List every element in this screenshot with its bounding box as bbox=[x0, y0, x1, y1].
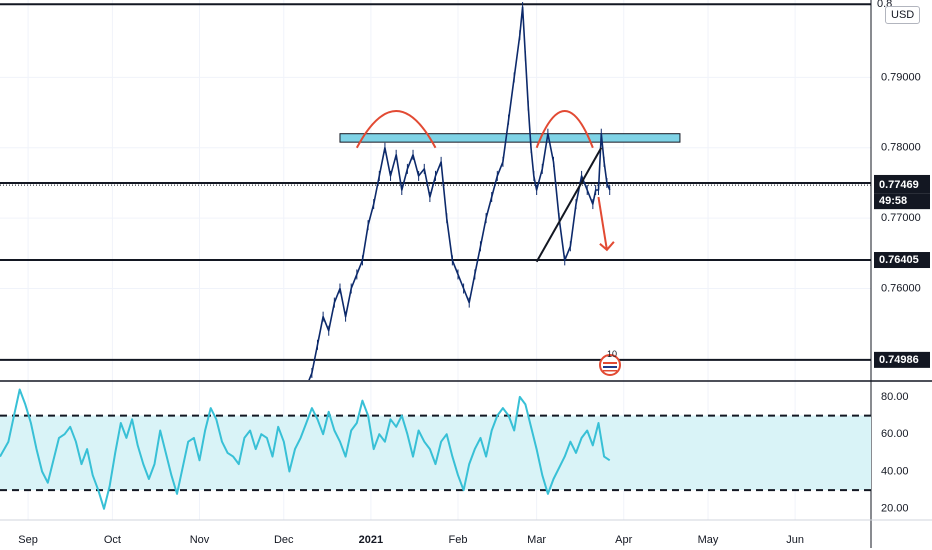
level-price-box-2 bbox=[874, 177, 930, 194]
indicator-series-line bbox=[0, 388, 611, 510]
time-tick-label: Apr bbox=[615, 534, 632, 546]
time-tick-label: Feb bbox=[448, 534, 467, 546]
pattern-arc-1 bbox=[535, 110, 594, 149]
price-tick-label: 0.76000 bbox=[881, 282, 921, 294]
level-price-box-4 bbox=[874, 351, 930, 368]
indicator-band-fill bbox=[0, 415, 871, 491]
currency-selector[interactable]: USD bbox=[885, 6, 921, 24]
time-tick-label: Oct bbox=[104, 534, 121, 546]
time-tick-label: Mar bbox=[527, 534, 546, 546]
time-tick-label: Jun bbox=[786, 534, 804, 546]
indicator-tick-label: 20.00 bbox=[881, 503, 909, 515]
time-tick-label: May bbox=[698, 534, 719, 546]
price-tick-label-partial: 0.8 bbox=[877, 0, 892, 10]
indicator-tick-label: 80.00 bbox=[881, 391, 909, 403]
level-price-label-3: 0.76405 bbox=[879, 254, 919, 266]
indicator-pane bbox=[0, 388, 871, 510]
event-count: 10 bbox=[607, 349, 618, 359]
level-price-box-3 bbox=[874, 252, 930, 269]
indicator-tick-label: 40.00 bbox=[881, 465, 909, 477]
price-tick-label: 0.78000 bbox=[881, 142, 921, 154]
pattern-arc-0 bbox=[355, 110, 437, 149]
forecast-arrow-head bbox=[599, 241, 615, 252]
price-tick-label: 0.79000 bbox=[881, 71, 921, 83]
level-price-label-2: 0.77469 bbox=[879, 179, 919, 191]
forecast-arrow-shaft bbox=[597, 196, 608, 250]
time-tick-label: Nov bbox=[190, 534, 210, 546]
time-tick-label: 2021 bbox=[359, 534, 383, 546]
level-price-label-4: 0.74986 bbox=[879, 354, 919, 366]
countdown-box bbox=[874, 193, 930, 210]
countdown-label: 49:58 bbox=[879, 195, 907, 207]
price-tick-label: 0.77000 bbox=[881, 212, 921, 224]
price-pane bbox=[0, 2, 871, 380]
trendline bbox=[535, 147, 603, 263]
economic-event-icon[interactable] bbox=[593, 350, 627, 376]
resistance-zone bbox=[339, 133, 681, 143]
time-tick-label: Sep bbox=[18, 534, 38, 546]
time-tick-label: Dec bbox=[274, 534, 294, 546]
indicator-tick-label: 60.00 bbox=[881, 428, 909, 440]
